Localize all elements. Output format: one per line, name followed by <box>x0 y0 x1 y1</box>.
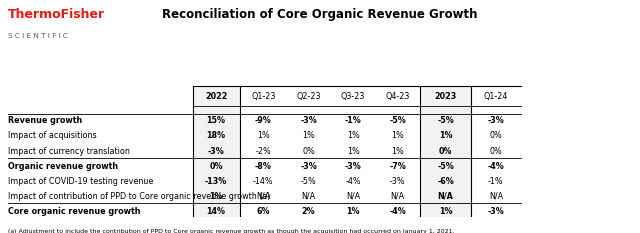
Text: -3%: -3% <box>300 162 317 171</box>
Text: -4%: -4% <box>488 162 504 171</box>
Text: 0%: 0% <box>490 131 502 140</box>
Text: 0%: 0% <box>490 147 502 156</box>
Text: -4%: -4% <box>346 177 361 186</box>
Text: -7%: -7% <box>389 162 406 171</box>
Text: N/A: N/A <box>489 192 503 201</box>
Text: -13%: -13% <box>205 177 227 186</box>
Text: -3%: -3% <box>488 207 504 216</box>
Text: -3%: -3% <box>345 162 362 171</box>
Text: 1%: 1% <box>439 207 452 216</box>
Text: S C I E N T I F I C: S C I E N T I F I C <box>8 33 68 39</box>
Text: Q1-24: Q1-24 <box>484 92 508 101</box>
Text: Core organic revenue growth: Core organic revenue growth <box>8 207 140 216</box>
Text: Impact of COVID-19 testing revenue: Impact of COVID-19 testing revenue <box>8 177 153 186</box>
Text: -5%: -5% <box>437 116 454 125</box>
Text: Q1-23: Q1-23 <box>251 92 275 101</box>
Text: 18%: 18% <box>207 131 226 140</box>
Text: 1%: 1% <box>439 131 452 140</box>
Text: 6%: 6% <box>257 207 270 216</box>
Text: Impact of contribution of PPD to Core organic revenue growth (a): Impact of contribution of PPD to Core or… <box>8 192 270 201</box>
Text: -5%: -5% <box>437 162 454 171</box>
Text: 1%: 1% <box>347 131 360 140</box>
Text: N/A: N/A <box>390 192 405 201</box>
Text: Q4-23: Q4-23 <box>385 92 410 101</box>
Text: -3%: -3% <box>488 116 504 125</box>
Text: -1%: -1% <box>345 116 362 125</box>
Text: 0%: 0% <box>439 147 452 156</box>
Text: -3%: -3% <box>208 147 225 156</box>
Text: -5%: -5% <box>389 116 406 125</box>
Text: 1%: 1% <box>392 131 404 140</box>
Text: -14%: -14% <box>253 177 273 186</box>
Text: Organic revenue growth: Organic revenue growth <box>8 162 118 171</box>
Text: Impact of currency translation: Impact of currency translation <box>8 147 130 156</box>
Text: 1%: 1% <box>347 147 360 156</box>
Text: 14%: 14% <box>207 207 226 216</box>
Text: 15%: 15% <box>207 116 226 125</box>
Text: -1%: -1% <box>488 177 504 186</box>
Bar <box>193 86 241 218</box>
Text: -5%: -5% <box>301 177 316 186</box>
Text: -8%: -8% <box>255 162 272 171</box>
Text: 2022: 2022 <box>205 92 227 101</box>
Text: N/A: N/A <box>301 192 316 201</box>
Text: 2%: 2% <box>301 207 316 216</box>
Text: -3%: -3% <box>300 116 317 125</box>
Text: -4%: -4% <box>389 207 406 216</box>
Text: Revenue growth: Revenue growth <box>8 116 82 125</box>
Text: N/A: N/A <box>346 192 360 201</box>
Text: Impact of acquisitions: Impact of acquisitions <box>8 131 97 140</box>
Text: Q3-23: Q3-23 <box>341 92 365 101</box>
Text: N/A: N/A <box>256 192 270 201</box>
Text: -3%: -3% <box>390 177 406 186</box>
Text: 2023: 2023 <box>435 92 457 101</box>
Text: 0%: 0% <box>209 162 223 171</box>
Text: Reconciliation of Core Organic Revenue Growth: Reconciliation of Core Organic Revenue G… <box>163 8 477 21</box>
Text: 1%: 1% <box>257 131 269 140</box>
Text: 1%: 1% <box>209 192 223 201</box>
Text: Q2-23: Q2-23 <box>296 92 321 101</box>
Text: 1%: 1% <box>302 131 315 140</box>
Text: (a) Adjustment to include the contribution of PPD to Core organic revenue growth: (a) Adjustment to include the contributi… <box>8 229 454 233</box>
Text: -6%: -6% <box>437 177 454 186</box>
Text: 1%: 1% <box>346 207 360 216</box>
Bar <box>420 86 471 218</box>
Text: N/A: N/A <box>438 192 454 201</box>
Text: 1%: 1% <box>392 147 404 156</box>
Text: -9%: -9% <box>255 116 271 125</box>
Text: -2%: -2% <box>255 147 271 156</box>
Text: ThermoFisher: ThermoFisher <box>8 8 105 21</box>
Text: 0%: 0% <box>302 147 315 156</box>
